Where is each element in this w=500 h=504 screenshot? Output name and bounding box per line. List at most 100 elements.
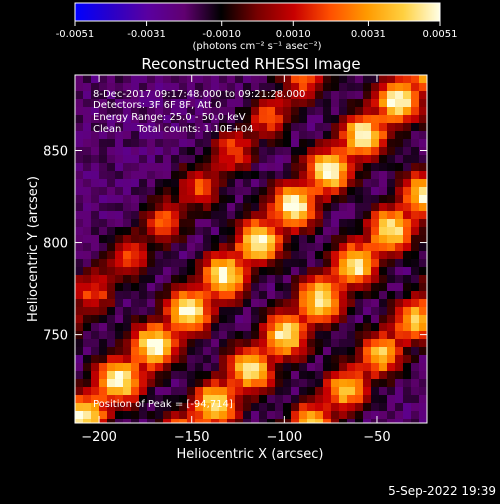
heatmap-cell [291, 83, 300, 92]
heatmap-cell [259, 219, 268, 228]
heatmap-cell [75, 243, 84, 252]
heatmap-cell [363, 331, 372, 340]
heatmap-cell [411, 243, 420, 252]
heatmap-cell [139, 315, 148, 324]
heatmap-cell [115, 171, 124, 180]
heatmap-cell [75, 411, 84, 420]
y-axis-label: Heliocentric Y (arcsec) [26, 176, 41, 322]
heatmap-cell [339, 211, 348, 220]
heatmap-cell [235, 219, 244, 228]
heatmap-cell [123, 363, 132, 372]
heatmap-cell [307, 203, 316, 212]
heatmap-cell [131, 115, 140, 124]
heatmap-cell [411, 211, 420, 220]
heatmap-cell [243, 419, 252, 423]
heatmap-cell [203, 131, 212, 140]
heatmap-cell [187, 307, 196, 316]
heatmap-cell [387, 147, 396, 156]
heatmap-cell [91, 403, 100, 412]
heatmap-cell [99, 307, 108, 316]
heatmap-cell [355, 107, 364, 116]
heatmap-cell [123, 419, 132, 423]
heatmap-cell [339, 235, 348, 244]
heatmap-cell [139, 251, 148, 260]
heatmap-cell [355, 235, 364, 244]
heatmap-cell [387, 331, 396, 340]
heatmap-cell [163, 211, 172, 220]
heatmap-cell [403, 283, 412, 292]
heatmap-cell [147, 323, 156, 332]
heatmap-cell [139, 83, 148, 92]
heatmap-cell [267, 107, 276, 116]
heatmap-cell [107, 107, 116, 116]
heatmap-cell [387, 83, 396, 92]
heatmap-cell [171, 355, 180, 364]
heatmap-cell [299, 99, 308, 108]
heatmap-cell [219, 155, 228, 164]
heatmap-cell [91, 363, 100, 372]
heatmap-cell [347, 259, 356, 268]
heatmap-cell [347, 283, 356, 292]
heatmap-cell [355, 347, 364, 356]
heatmap-cell [219, 123, 228, 132]
heatmap-cell [139, 131, 148, 140]
heatmap-cell [235, 99, 244, 108]
heatmap-cell [155, 147, 164, 156]
heatmap-cell [371, 187, 380, 196]
heatmap-cell [155, 131, 164, 140]
heatmap-cell [323, 323, 332, 332]
heatmap-cell [219, 251, 228, 260]
heatmap-cell [171, 379, 180, 388]
heatmap-cell [267, 211, 276, 220]
heatmap-cell [155, 371, 164, 380]
heatmap-cell [379, 419, 388, 423]
heatmap-cell [171, 187, 180, 196]
heatmap-cell [227, 379, 236, 388]
heatmap-cell [179, 187, 188, 196]
heatmap-cell [251, 379, 260, 388]
heatmap-cell [379, 307, 388, 316]
heatmap-cell [379, 347, 388, 356]
heatmap-cell [187, 275, 196, 284]
heatmap-cell [419, 83, 427, 92]
annotation-clean: Clean Total counts: 1.10E+04 [93, 124, 253, 135]
heatmap-cell [219, 339, 228, 348]
heatmap-cell [251, 75, 260, 84]
heatmap-cell [379, 299, 388, 308]
heatmap-cell [155, 171, 164, 180]
heatmap-cell [403, 323, 412, 332]
heatmap-cell [211, 259, 220, 268]
heatmap-cell [379, 235, 388, 244]
heatmap-cell [139, 195, 148, 204]
heatmap-cell [227, 283, 236, 292]
heatmap-cell [235, 307, 244, 316]
heatmap-cell [355, 387, 364, 396]
heatmap-cell [179, 283, 188, 292]
heatmap-cell [115, 83, 124, 92]
heatmap-cell [363, 355, 372, 364]
heatmap-cell [323, 403, 332, 412]
heatmap-cell [91, 147, 100, 156]
heatmap-cell [403, 243, 412, 252]
heatmap-cell [387, 251, 396, 260]
heatmap-cell [347, 107, 356, 116]
heatmap-cell [347, 379, 356, 388]
heatmap-cell [251, 267, 260, 276]
heatmap-cell [147, 291, 156, 300]
heatmap-cell [115, 227, 124, 236]
heatmap-cell [107, 299, 116, 308]
heatmap-cell [227, 275, 236, 284]
heatmap-cell [411, 395, 420, 404]
heatmap-cell [363, 179, 372, 188]
heatmap-cell [371, 115, 380, 124]
heatmap-cell [139, 371, 148, 380]
heatmap-cell [155, 363, 164, 372]
heatmap-cell [275, 267, 284, 276]
heatmap-cell [259, 123, 268, 132]
x-axis-label: Heliocentric X (arcsec) [177, 447, 324, 462]
heatmap-cell [275, 251, 284, 260]
heatmap-cell [403, 331, 412, 340]
heatmap-cell [131, 371, 140, 380]
chart-title: Reconstructed RHESSI Image [141, 55, 360, 73]
heatmap-cell [275, 99, 284, 108]
